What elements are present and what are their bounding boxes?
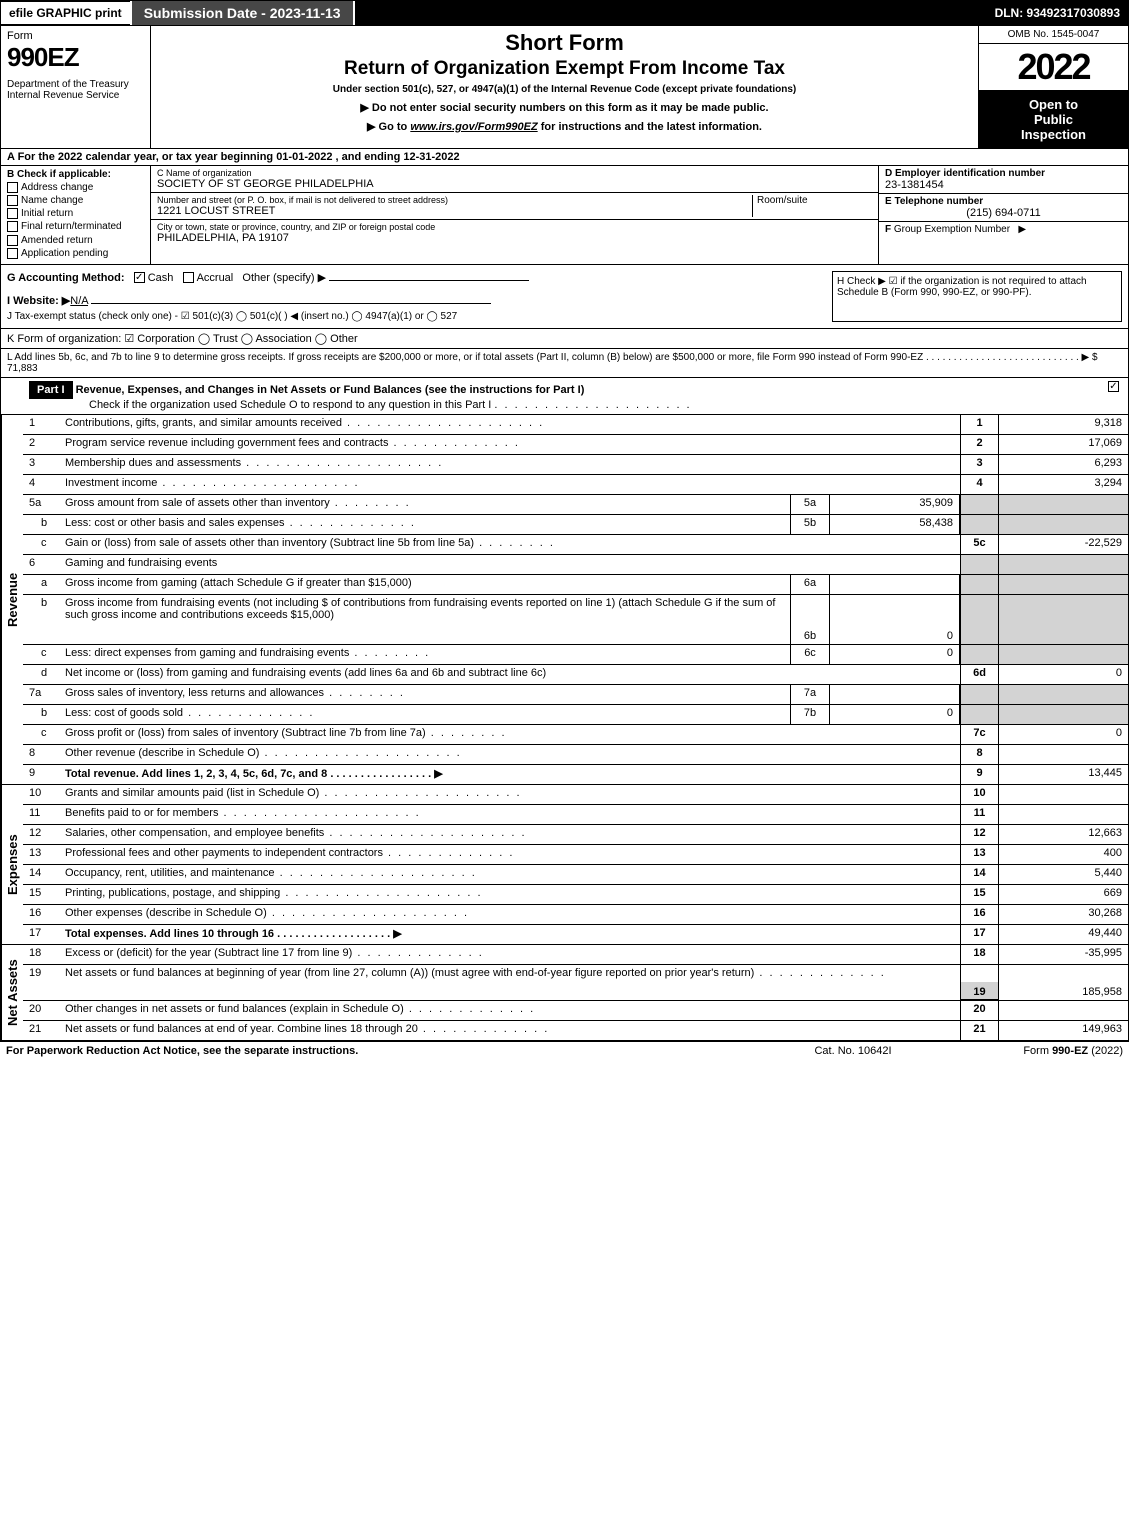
col-g: G Accounting Method: Cash Accrual Other …: [7, 271, 832, 322]
form-number: 990EZ: [7, 42, 144, 73]
revenue-label: Revenue: [1, 415, 23, 785]
line-1-value: 9,318: [998, 415, 1128, 434]
section-c: C Name of organization SOCIETY OF ST GEO…: [151, 166, 878, 264]
chk-final-return[interactable]: Final return/terminated: [7, 221, 144, 232]
chk-initial-return[interactable]: Initial return: [7, 208, 144, 219]
chk-amended-return[interactable]: Amended return: [7, 235, 144, 246]
line-7b-value: 0: [830, 705, 960, 724]
instruction-ssn: ▶ Do not enter social security numbers o…: [161, 101, 968, 114]
chk-accrual[interactable]: [183, 272, 194, 283]
org-name-label: C Name of organization: [157, 168, 872, 178]
line-16-value: 30,268: [998, 905, 1128, 924]
line-6b-value: 0: [830, 595, 960, 644]
net-assets-section: Net Assets 18Excess or (deficit) for the…: [0, 945, 1129, 1041]
line-9-value: 13,445: [998, 765, 1128, 784]
line-17-value: 49,440: [998, 925, 1128, 944]
line-3-value: 6,293: [998, 455, 1128, 474]
header-left: Form 990EZ Department of the Treasury In…: [1, 26, 151, 148]
return-title: Return of Organization Exempt From Incom…: [161, 58, 968, 80]
phone-value: (215) 694-0711: [885, 207, 1122, 219]
line-14-value: 5,440: [998, 865, 1128, 884]
part-1-label: Part I: [29, 381, 73, 399]
row-l-gross-receipts: L Add lines 5b, 6c, and 7b to line 9 to …: [0, 349, 1129, 378]
efile-print[interactable]: efile GRAPHIC print: [1, 2, 130, 24]
header-mid: Short Form Return of Organization Exempt…: [151, 26, 978, 148]
col-h-schedule-b: H Check ▶ ☑ if the organization is not r…: [832, 271, 1122, 322]
expenses-section: Expenses 10Grants and similar amounts pa…: [0, 785, 1129, 945]
city-label: City or town, state or province, country…: [157, 222, 872, 232]
under-section: Under section 501(c), 527, or 4947(a)(1)…: [161, 84, 968, 95]
row-k-org-form: K Form of organization: ☑ Corporation ◯ …: [0, 329, 1129, 349]
line-7a-value: [830, 685, 960, 704]
ein-value: 23-1381454: [885, 179, 1122, 191]
revenue-section: Revenue 1Contributions, gifts, grants, a…: [0, 415, 1129, 785]
form-ref: Form 990-EZ (2022): [953, 1045, 1123, 1057]
line-5b-value: 58,438: [830, 515, 960, 534]
line-10-value: [998, 785, 1128, 804]
part-1-title: Revenue, Expenses, and Changes in Net As…: [76, 384, 585, 396]
row-a-tax-year: A For the 2022 calendar year, or tax yea…: [0, 149, 1129, 166]
form-header: Form 990EZ Department of the Treasury In…: [0, 26, 1129, 149]
catalog-number: Cat. No. 10642I: [753, 1045, 953, 1057]
line-20-value: [998, 1001, 1128, 1020]
row-gh: G Accounting Method: Cash Accrual Other …: [0, 265, 1129, 329]
chk-cash[interactable]: [134, 272, 145, 283]
open-to-public: Open to Public Inspection: [979, 91, 1128, 148]
chk-address-change[interactable]: Address change: [7, 182, 144, 193]
dln: DLN: 93492317030893: [987, 2, 1128, 24]
paperwork-notice: For Paperwork Reduction Act Notice, see …: [6, 1045, 753, 1057]
row-g-accounting: G Accounting Method: Cash Accrual Other …: [7, 271, 832, 284]
line-13-value: 400: [998, 845, 1128, 864]
section-b-title: B Check if applicable:: [7, 169, 144, 180]
chk-application-pending[interactable]: Application pending: [7, 248, 144, 259]
room-suite-label: Room/suite: [752, 195, 872, 217]
line-5c-value: -22,529: [998, 535, 1128, 554]
header-right: OMB No. 1545-0047 2022 Open to Public In…: [978, 26, 1128, 148]
ein-label: D Employer identification number: [885, 168, 1122, 179]
net-assets-label: Net Assets: [1, 945, 23, 1041]
line-15-value: 669: [998, 885, 1128, 904]
page-footer: For Paperwork Reduction Act Notice, see …: [0, 1041, 1129, 1060]
line-12-value: 12,663: [998, 825, 1128, 844]
form-label: Form: [7, 30, 144, 42]
city-state-zip: PHILADELPHIA, PA 19107: [157, 232, 872, 244]
section-def: D Employer identification number 23-1381…: [878, 166, 1128, 264]
instruction-web: ▶ Go to www.irs.gov/Form990EZ for instru…: [161, 120, 968, 133]
street-address: 1221 LOCUST STREET: [157, 205, 752, 217]
group-exemption-label: F Group Exemption Number ▶: [885, 224, 1122, 235]
department: Department of the Treasury Internal Reve…: [7, 79, 144, 101]
line-6a-value: [830, 575, 960, 594]
section-b: B Check if applicable: Address change Na…: [1, 166, 151, 264]
line-5a-value: 35,909: [830, 495, 960, 514]
irs-link[interactable]: www.irs.gov/Form990EZ: [410, 121, 537, 133]
short-form-title: Short Form: [161, 30, 968, 56]
line-8-value: [998, 745, 1128, 764]
section-bcdef: B Check if applicable: Address change Na…: [0, 166, 1129, 265]
submission-date: Submission Date - 2023-11-13: [130, 1, 355, 25]
row-i-website: I Website: ▶N/A: [7, 294, 832, 307]
line-2-value: 17,069: [998, 435, 1128, 454]
top-bar: efile GRAPHIC print Submission Date - 20…: [0, 0, 1129, 26]
part-1-subtitle: Check if the organization used Schedule …: [89, 399, 491, 411]
line-18-value: -35,995: [998, 945, 1128, 964]
org-name: SOCIETY OF ST GEORGE PHILADELPHIA: [157, 178, 872, 190]
phone-label: E Telephone number: [885, 196, 1122, 207]
line-6c-value: 0: [830, 645, 960, 664]
omb-number: OMB No. 1545-0047: [979, 26, 1128, 44]
line-7c-value: 0: [998, 725, 1128, 744]
row-j-tax-exempt: J Tax-exempt status (check only one) - ☑…: [7, 311, 832, 322]
line-19-value: 185,958: [998, 965, 1128, 1000]
street-label: Number and street (or P. O. box, if mail…: [157, 195, 752, 205]
line-11-value: [998, 805, 1128, 824]
line-21-value: 149,963: [998, 1021, 1128, 1040]
line-4-value: 3,294: [998, 475, 1128, 494]
line-6d-value: 0: [998, 665, 1128, 684]
tax-year: 2022: [979, 44, 1128, 91]
chk-name-change[interactable]: Name change: [7, 195, 144, 206]
part-1-header: Part I Revenue, Expenses, and Changes in…: [0, 378, 1129, 415]
expenses-label: Expenses: [1, 785, 23, 945]
chk-schedule-o-part1[interactable]: [1108, 381, 1119, 392]
